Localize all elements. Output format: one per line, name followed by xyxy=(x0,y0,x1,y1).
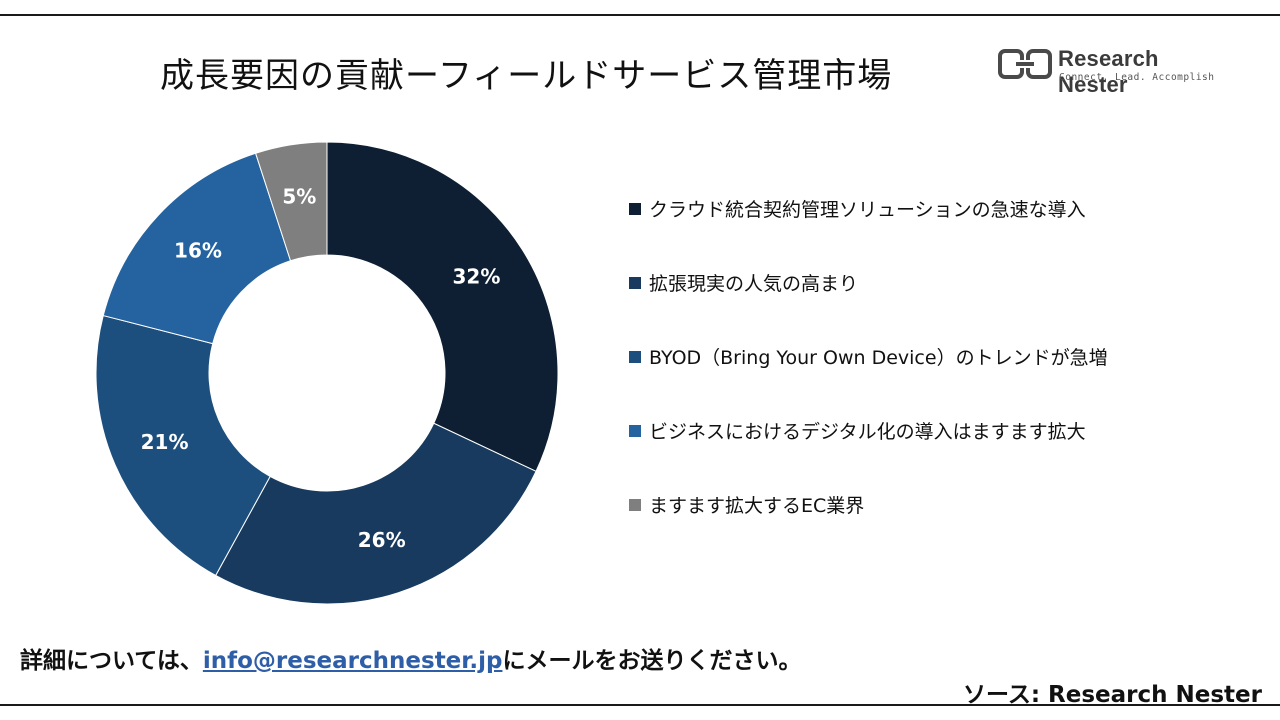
slice-data-label-4: 16% xyxy=(174,238,222,262)
legend-label-2: 拡張現実の人気の高まり xyxy=(649,273,859,295)
contact-suffix: にメールをお送りください。 xyxy=(502,648,802,674)
logo-name: Research Nester xyxy=(1058,46,1159,97)
bottom-rule xyxy=(0,704,1280,706)
legend-label-1: クラウド統合契約管理ソリューションの急速な導入 xyxy=(649,199,1086,221)
donut-slice-4 xyxy=(102,152,292,345)
legend-swatch-5 xyxy=(629,498,641,511)
legend-item-3: BYOD（Bring Your Own Device）のトレンドが急増 xyxy=(629,343,1108,370)
donut-slice-1 xyxy=(326,141,559,473)
source-credit: ソース: Research Nester xyxy=(962,682,1262,708)
donut-slice-2 xyxy=(215,422,537,605)
legend-item-2: 拡張現実の人気の高まり xyxy=(629,269,858,296)
legend-swatch-2 xyxy=(629,276,641,289)
contact-prefix: 詳細については、 xyxy=(20,648,203,674)
slice-data-label-3: 21% xyxy=(141,430,189,454)
legend-swatch-1 xyxy=(629,202,641,215)
contact-line: 詳細については、info@researchnester.jpにメールをお送りくだ… xyxy=(20,641,801,675)
top-rule xyxy=(0,14,1280,16)
legend-item-1: クラウド統合契約管理ソリューションの急速な導入 xyxy=(629,195,1086,222)
slice-data-label-2: 26% xyxy=(358,528,406,552)
slice-data-label-1: 32% xyxy=(453,265,501,289)
donut-chart: 32% 26% 21% 16% 5% xyxy=(95,141,559,605)
slice-data-label-5: 5% xyxy=(282,185,316,209)
legend-swatch-4 xyxy=(629,424,641,437)
legend-label-4: ビジネスにおけるデジタル化の導入はますます拡大 xyxy=(649,421,1086,443)
logo-mark-icon xyxy=(998,49,1052,79)
legend-label-5: ますます拡大するEC業界 xyxy=(649,495,865,517)
legend-item-4: ビジネスにおけるデジタル化の導入はますます拡大 xyxy=(629,417,1086,444)
contact-email-link[interactable]: info@researchnester.jp xyxy=(202,648,503,674)
legend-item-5: ますます拡大するEC業界 xyxy=(629,491,864,518)
legend-label-3: BYOD（Bring Your Own Device）のトレンドが急増 xyxy=(649,347,1108,369)
research-nester-logo: Research Nester Connect. Lead. Accomplis… xyxy=(998,46,1228,97)
donut-slice-5 xyxy=(254,141,328,262)
logo-tagline: Connect. Lead. Accomplish xyxy=(1059,72,1215,83)
donut-slice-3 xyxy=(95,314,271,577)
legend-swatch-3 xyxy=(629,350,641,363)
chart-title: 成長要因の貢献ーフィールドサービス管理市場 xyxy=(160,56,893,96)
